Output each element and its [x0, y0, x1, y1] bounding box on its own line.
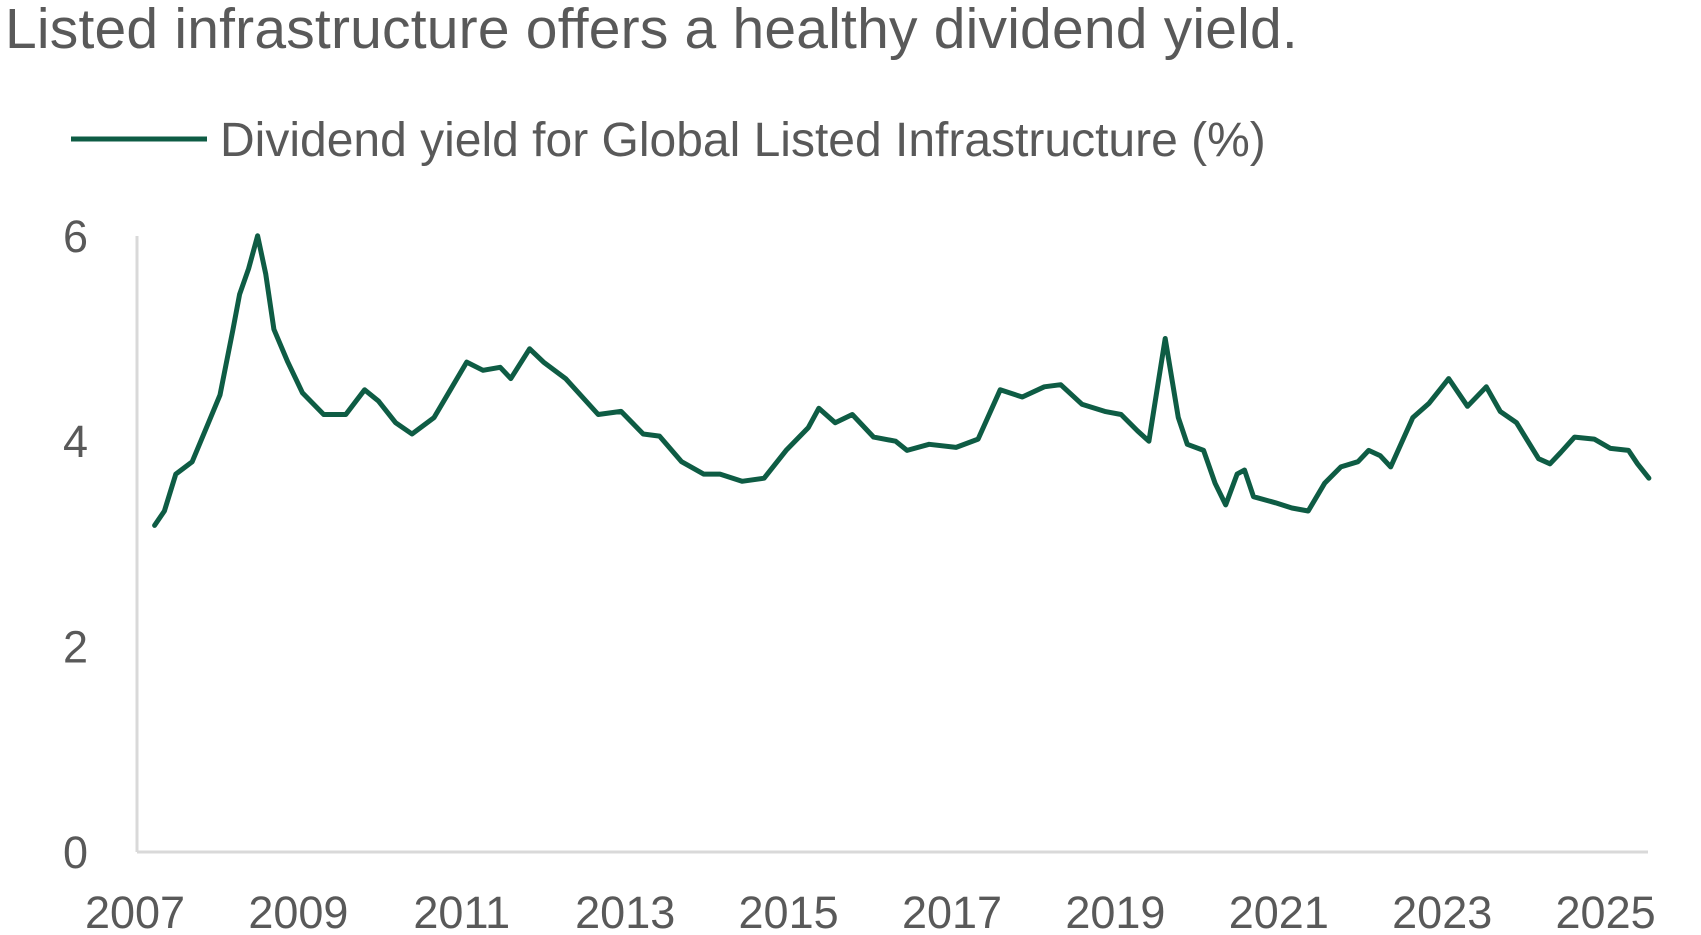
x-tick-label: 2019 [1065, 887, 1165, 935]
y-tick-label: 2 [63, 622, 88, 673]
y-tick-label: 0 [63, 827, 88, 878]
x-tick-label: 2007 [85, 887, 185, 935]
y-tick-label: 4 [63, 416, 88, 467]
legend: Dividend yield for Global Listed Infrast… [71, 114, 1266, 167]
chart-title: Listed infrastructure offers a healthy d… [5, 0, 1298, 61]
x-tick-label: 2015 [739, 887, 839, 935]
x-tick-label: 2023 [1392, 887, 1492, 935]
legend-label: Dividend yield for Global Listed Infrast… [220, 114, 1266, 167]
x-tick-label: 2017 [902, 887, 1002, 935]
x-tick-label: 2021 [1229, 887, 1329, 935]
x-tick-label: 2011 [413, 887, 510, 935]
x-tick-label: 2025 [1556, 887, 1656, 935]
series-line-dividend-yield [152, 233, 1652, 528]
x-tick-label: 2013 [575, 887, 675, 935]
x-tick-label: 2009 [248, 887, 348, 935]
y-tick-label: 6 [63, 211, 88, 262]
